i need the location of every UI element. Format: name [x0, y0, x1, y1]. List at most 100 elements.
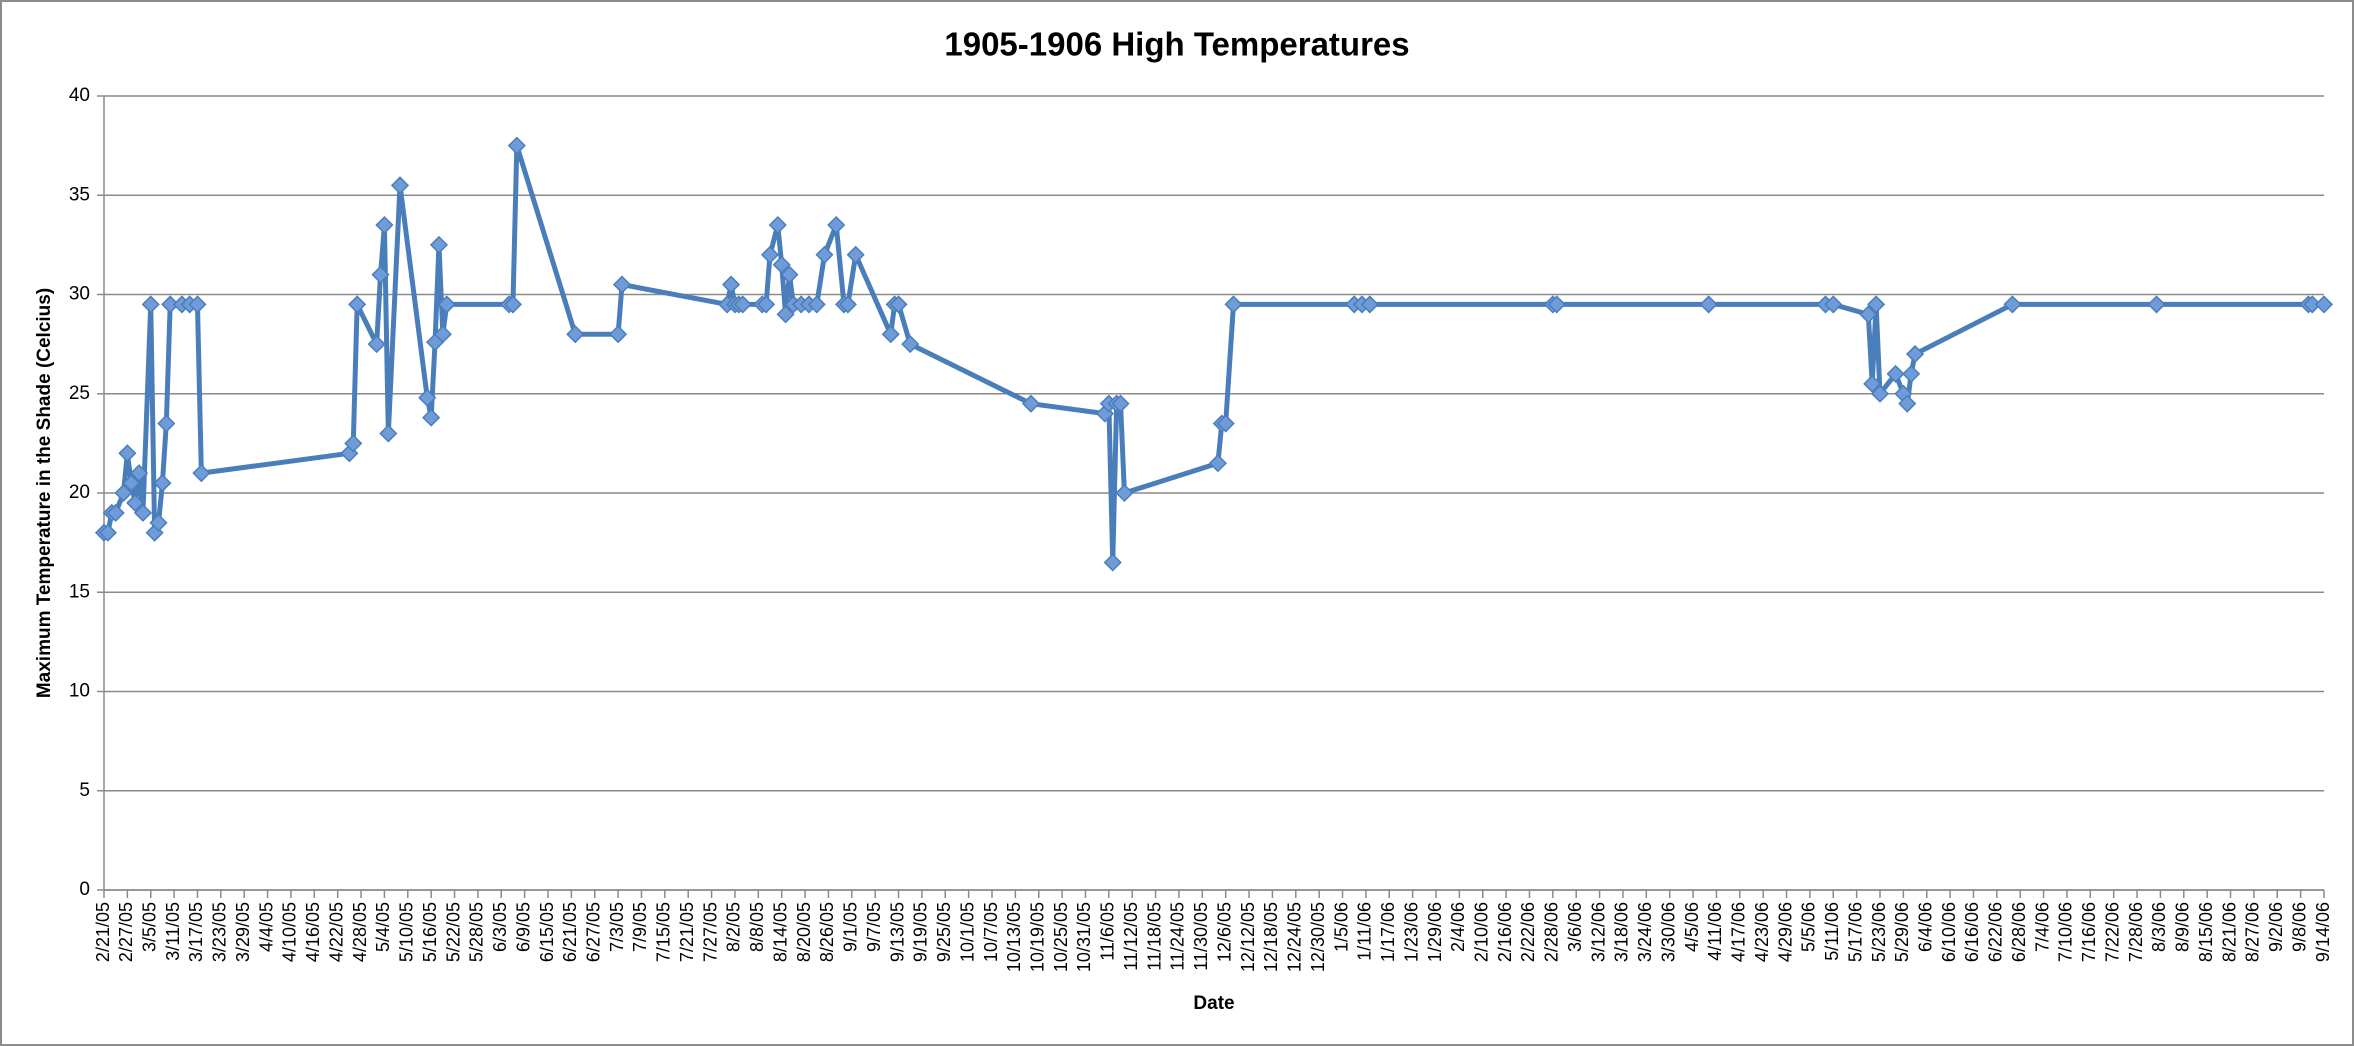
data-marker: [1863, 374, 1882, 393]
x-tick-label: 11/12/05: [1121, 902, 1141, 971]
data-marker: [889, 295, 908, 314]
data-marker: [106, 503, 125, 522]
data-marker: [1898, 394, 1917, 413]
x-tick-label: 3/11/05: [163, 902, 183, 961]
data-marker: [612, 275, 632, 294]
y-tick-label: 35: [69, 184, 90, 205]
x-tick-label: 4/5/06: [1682, 902, 1702, 952]
y-tick-label: 20: [69, 482, 90, 503]
x-tick-label: 3/17/05: [186, 902, 206, 962]
x-tick-label: 3/5/05: [139, 902, 159, 952]
data-marker: [348, 295, 367, 314]
data-marker: [827, 215, 846, 235]
data-marker: [776, 305, 795, 324]
x-tick-label: 6/3/05: [490, 902, 510, 952]
x-tick-label: 5/11/06: [1822, 902, 1842, 961]
data-marker: [807, 295, 826, 314]
x-tick-label: 7/9/05: [630, 902, 650, 952]
x-tick-label: 4/22/05: [326, 902, 346, 962]
x-tick-label: 7/16/06: [2079, 902, 2099, 962]
data-marker: [566, 325, 585, 344]
x-tick-label: 1/23/06: [1401, 902, 1421, 962]
x-tick-label: 6/22/06: [1986, 902, 2006, 962]
data-marker: [2314, 295, 2334, 314]
y-tick-label: 0: [79, 879, 90, 900]
data-marker: [192, 464, 211, 483]
x-tick-label: 9/2/06: [2266, 902, 2286, 952]
data-marker: [1224, 295, 1243, 314]
x-tick-label: 11/6/05: [1098, 902, 1118, 961]
y-tick-label: 5: [79, 780, 90, 801]
data-marker: [149, 513, 168, 532]
x-tick-label: 4/29/06: [1775, 902, 1795, 962]
data-marker: [815, 245, 834, 264]
data-marker: [344, 434, 363, 453]
x-tick-label: 4/17/06: [1729, 902, 1749, 962]
data-marker: [433, 325, 452, 344]
x-tick-label: 5/10/05: [397, 902, 417, 962]
x-tick-label: 10/31/05: [1074, 902, 1094, 972]
x-tick-label: 9/1/05: [841, 902, 861, 952]
x-tick-label: 6/10/06: [1939, 902, 1959, 962]
data-marker: [507, 136, 526, 155]
x-tick-label: 8/26/05: [817, 902, 837, 962]
x-tick-label: 2/28/06: [1542, 902, 1562, 962]
x-tick-label: 7/10/06: [2056, 902, 2076, 962]
x-tick-label: 6/4/06: [1915, 902, 1935, 952]
x-tick-label: 9/13/05: [887, 902, 907, 962]
x-tick-label: 5/28/05: [467, 902, 487, 962]
y-tick-label: 10: [69, 681, 90, 702]
data-marker: [1902, 364, 1921, 383]
x-tick-label: 12/30/05: [1308, 902, 1328, 972]
x-tick-label: 7/15/05: [654, 902, 674, 962]
data-marker: [375, 215, 394, 235]
data-marker: [503, 295, 523, 314]
x-tick-label: 2/22/06: [1518, 902, 1538, 962]
x-tick-label: 3/18/06: [1612, 902, 1632, 962]
x-tick-label: 5/4/05: [373, 902, 393, 952]
x-tick-label: 7/21/05: [677, 902, 697, 962]
data-marker: [772, 255, 791, 274]
x-tick-label: 12/12/05: [1238, 902, 1258, 972]
data-marker: [1103, 553, 1122, 572]
data-marker: [437, 295, 456, 314]
x-tick-label: 7/22/06: [2102, 902, 2122, 962]
data-marker: [721, 275, 741, 294]
data-marker: [1021, 394, 1041, 413]
x-tick-label: 9/14/06: [2313, 902, 2333, 962]
x-tick-label: 2/21/05: [93, 902, 113, 962]
x-tick-label: 10/25/05: [1051, 902, 1071, 972]
data-marker: [122, 474, 141, 493]
x-tick-label: 3/23/05: [210, 902, 230, 962]
data-marker: [757, 295, 776, 314]
x-tick-label: 5/5/06: [1799, 902, 1819, 952]
x-tick-label: 3/6/06: [1565, 902, 1585, 952]
data-marker: [1867, 295, 1886, 314]
y-axis-title: Maximum Temperature in the Shade (Celciu…: [34, 288, 55, 698]
y-tick-label: 25: [69, 383, 90, 404]
data-marker: [429, 235, 449, 254]
data-marker: [126, 493, 145, 512]
x-tick-label: 8/27/06: [2243, 902, 2263, 962]
data-marker: [1547, 295, 1566, 314]
x-tick-label: 3/12/06: [1588, 902, 1608, 962]
data-marker: [129, 464, 149, 483]
data-marker: [418, 388, 437, 407]
data-marker: [1824, 295, 1843, 314]
x-axis-title: Date: [1193, 993, 1234, 1014]
data-marker: [1360, 295, 1379, 314]
data-marker: [838, 295, 857, 314]
x-tick-label: 7/27/05: [700, 902, 720, 962]
x-tick-label: 9/19/05: [911, 902, 931, 962]
x-tick-label: 5/16/05: [420, 902, 440, 962]
x-tick-label: 6/15/05: [537, 902, 557, 962]
x-tick-label: 1/11/06: [1355, 902, 1375, 961]
data-marker: [1216, 414, 1235, 433]
chart-title: 1905-1906 High Temperatures: [944, 26, 1409, 63]
x-tick-label: 8/8/05: [747, 902, 767, 952]
data-marker: [1859, 305, 1878, 324]
x-tick-label: 9/8/06: [2289, 902, 2309, 952]
x-tick-label: 8/15/06: [2196, 902, 2216, 962]
data-marker: [2147, 295, 2166, 314]
